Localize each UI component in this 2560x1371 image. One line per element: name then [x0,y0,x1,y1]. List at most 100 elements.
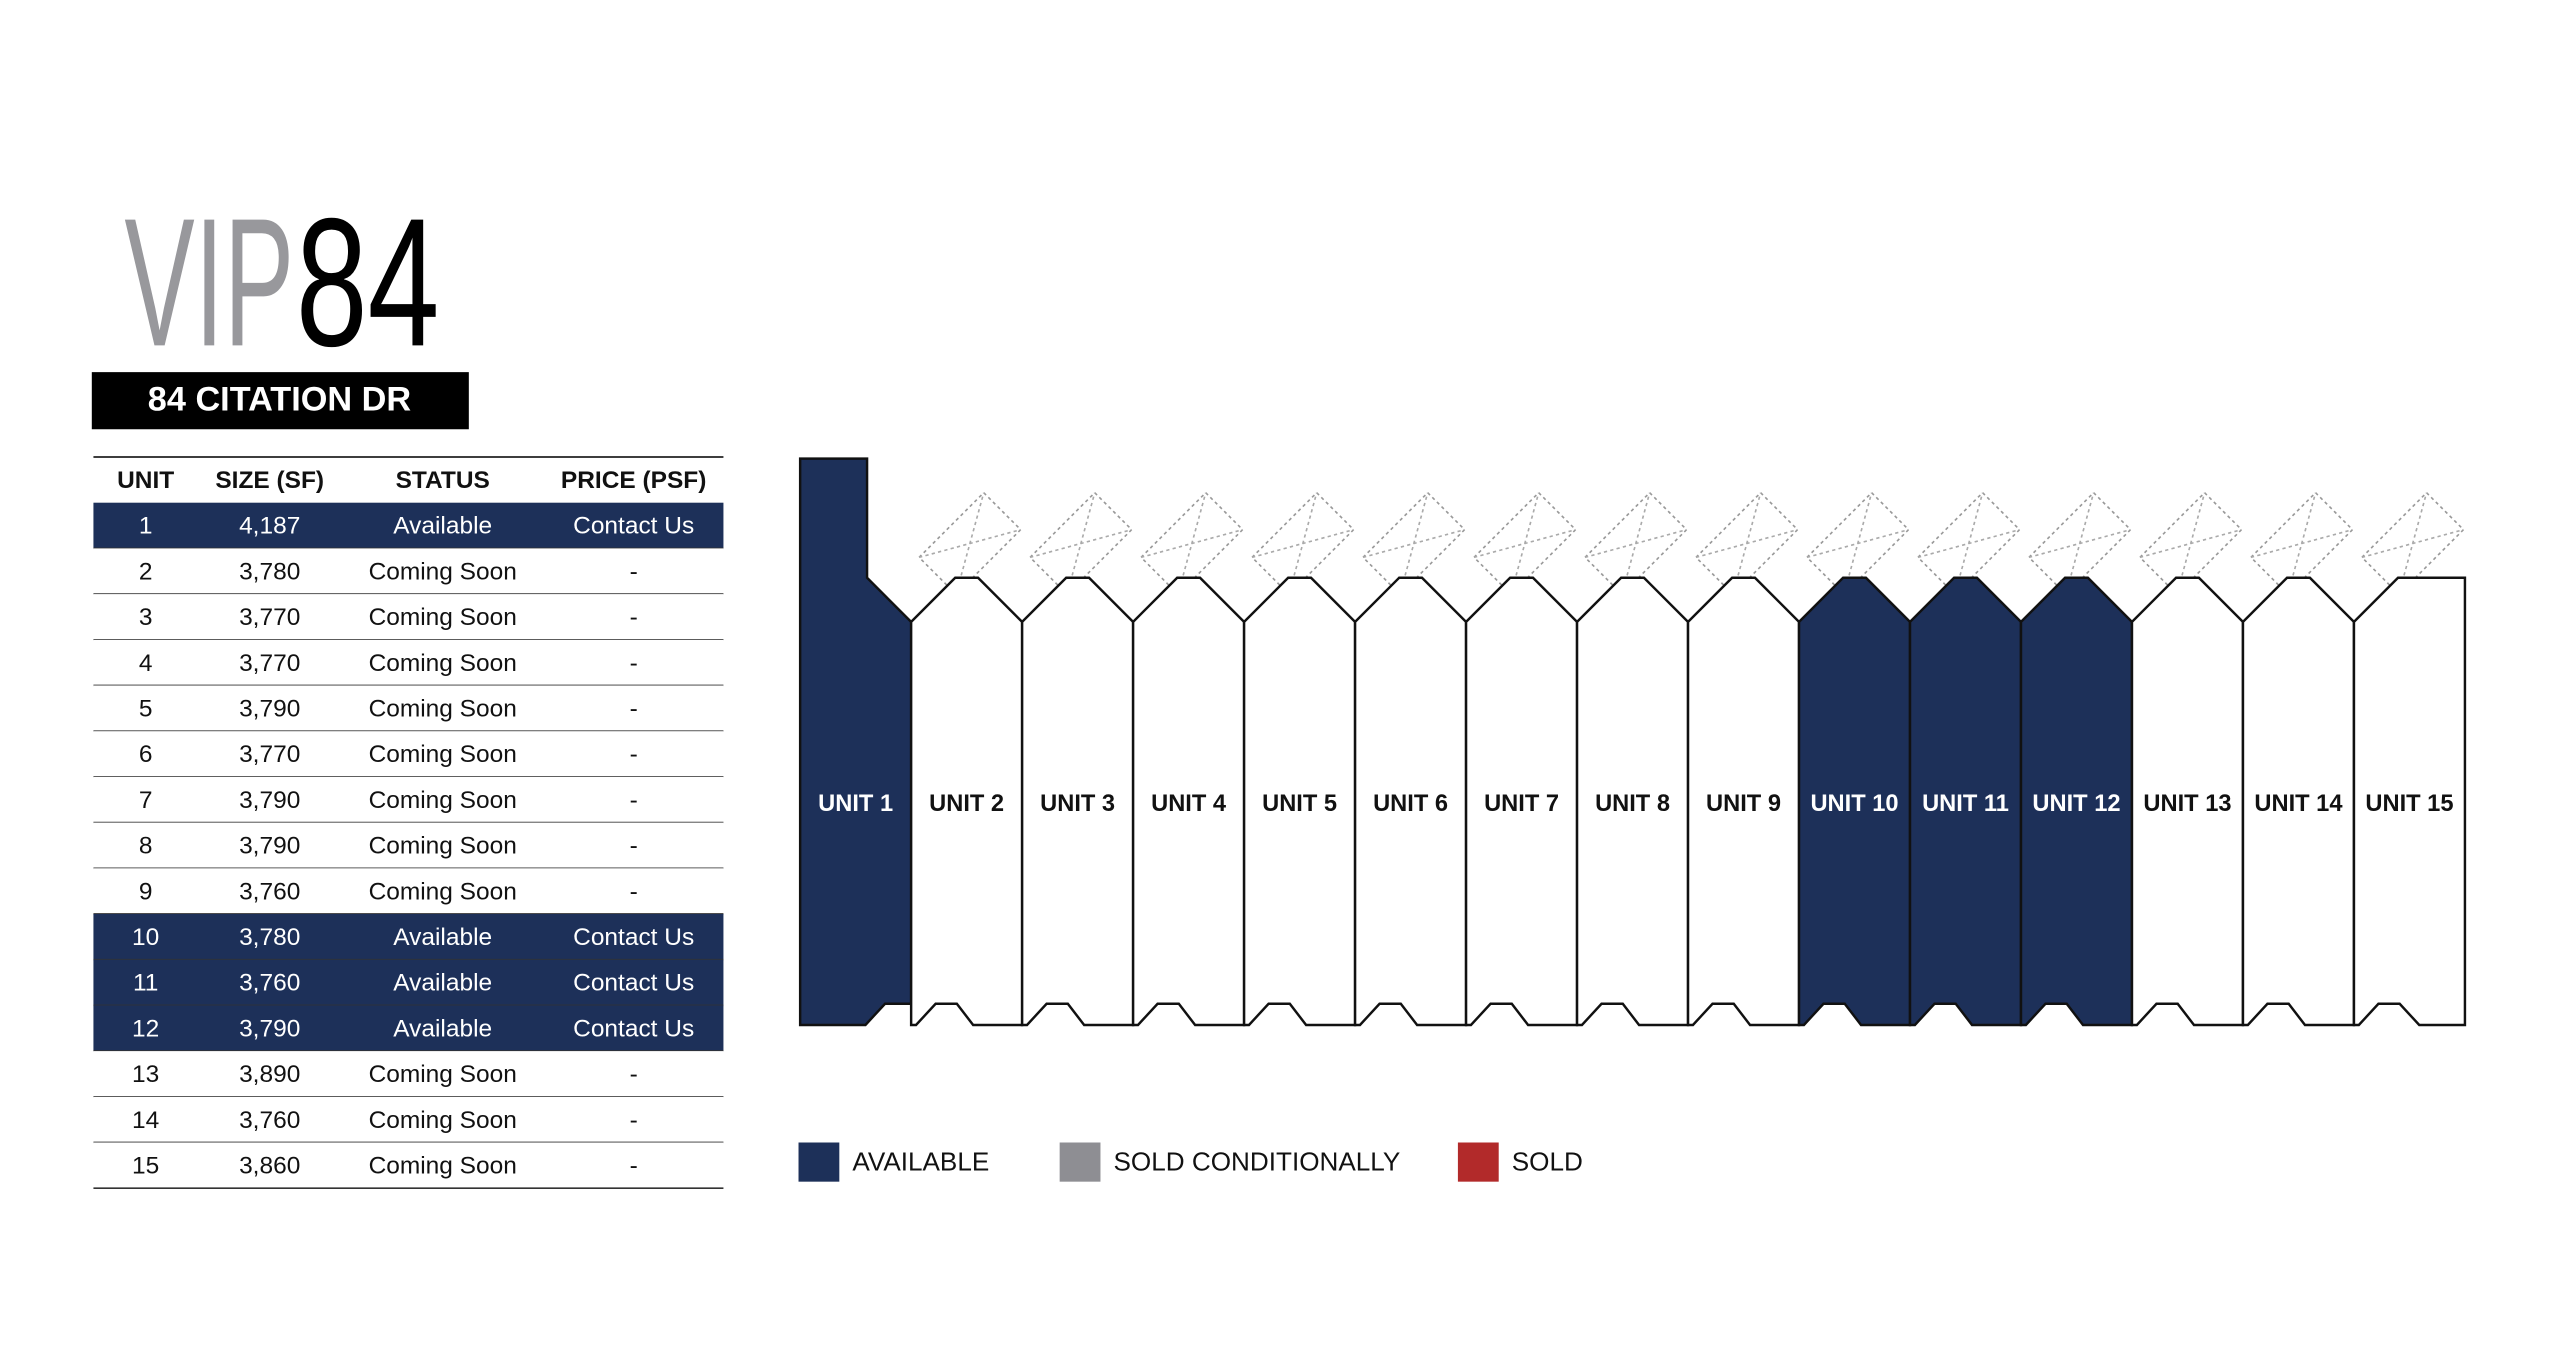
unit-label: UNIT 8 [1595,791,1670,817]
unit-table: UNIT SIZE (SF) STATUS PRICE (PSF) 1 4,187 Avai… [93,456,724,1190]
door-cross [1177,492,1207,595]
door-cross [2065,492,2095,595]
unit-label: UNIT 2 [929,791,1004,817]
table-cell: 3,770 [239,604,300,631]
row-background [93,959,724,1006]
table-cell: 7 [139,787,153,814]
row-background [93,1096,724,1143]
subtitle-box [91,372,469,430]
unit-shape [1686,576,1801,1027]
unit-label: UNIT 1 [818,791,893,817]
loading-door [917,491,1022,596]
table-cell: Coming Soon [369,1152,517,1179]
table-cell: - [630,878,638,905]
door-outline [1916,491,2021,596]
title-number: 84 [296,180,440,384]
door-cross [955,492,985,595]
unit-shape [2019,576,2134,1027]
table-cell: 3,770 [239,650,300,677]
table-cell: 3,790 [239,1015,300,1042]
row-background [93,1142,724,1189]
table-cell: 8 [139,833,153,860]
table-cell: 3,790 [239,833,300,860]
unit-label: UNIT 12 [2032,791,2120,817]
table-cell: 3,760 [239,970,300,997]
table-cell: 3,760 [239,878,300,905]
legend-swatch [1457,1142,1499,1182]
table-cell: Available [393,513,492,540]
table-cell: - [630,650,638,677]
table-cell: Available [393,1015,492,1042]
unit-shape [1464,576,1579,1027]
loading-door [1916,491,2021,596]
table-cell: 3,790 [239,695,300,722]
title-vip: VIP [124,180,294,384]
column-header: UNIT [117,467,174,494]
legend-label: SOLD CONDITIONALLY [1114,1147,1401,1177]
table-cell: Contact Us [573,970,694,997]
row-background [93,1051,724,1097]
unit-label: UNIT 11 [1922,791,2009,817]
unit-shape [2352,576,2467,1027]
table-cell: Contact Us [573,924,694,951]
table-cell: 3,760 [239,1107,300,1134]
table-cell: Coming Soon [369,1061,517,1088]
table-cell: - [630,1107,638,1134]
unit-label: UNIT 5 [1262,791,1337,817]
door-cross [1399,492,1429,595]
table-cell: Coming Soon [369,558,517,585]
unit-shape [2130,576,2245,1027]
site-plan: UNIT 1 UNIT 2 UNIT 3 UNIT 4 UNIT 5 UNIT 6 UNIT… [798,457,2467,1027]
unit-shape [1020,576,1135,1027]
row-background [93,914,724,960]
legend-swatch [1059,1142,1101,1182]
table-cell: 2 [139,558,153,585]
table-cell: 14 [132,1107,159,1134]
unit-label: UNIT 9 [1706,791,1781,817]
table-cell: 3,780 [239,558,300,585]
table-cell: Coming Soon [369,741,517,768]
table-cell: Contact Us [573,1015,694,1042]
column-header: SIZE (SF) [215,467,324,494]
row-background [93,685,724,732]
table-cell: 3 [139,604,153,631]
table-cell: 4,187 [239,513,300,540]
table-cell: Available [393,970,492,997]
table-cell: Coming Soon [369,650,517,677]
unit-shape [909,576,1024,1027]
table-cell: - [630,833,638,860]
door-cross [1288,492,1318,595]
table-cell: - [630,741,638,768]
table-cell: 10 [132,924,159,951]
unit-label: UNIT 14 [2254,791,2343,817]
row-background [93,776,724,823]
table-cell: Available [393,924,492,951]
door-cross [1510,492,1540,595]
table-cell: 3,890 [239,1061,300,1088]
legend-label: AVAILABLE [852,1147,989,1177]
door-cross [1732,492,1762,595]
door-cross [2398,492,2428,595]
table-cell: Coming Soon [369,878,517,905]
table-cell: 6 [139,741,153,768]
table-cell: 1 [139,513,153,540]
legend-label: SOLD [1512,1147,1583,1177]
unit-label: UNIT 13 [2143,791,2231,817]
row-background [93,731,724,777]
unit-label: UNIT 15 [2365,791,2453,817]
table-cell: 5 [139,695,153,722]
table-cell: 9 [139,878,153,905]
table-cell: 13 [132,1061,159,1088]
unit-label: UNIT 10 [1810,791,1898,817]
door-cross [1843,492,1873,595]
door-outline [917,491,1022,596]
table-cell: - [630,1061,638,1088]
door-cross [2287,492,2317,595]
table-cell: - [630,558,638,585]
unit-label: UNIT 6 [1373,791,1448,817]
door-cross [2176,492,2206,595]
unit-label: UNIT 4 [1151,791,1227,817]
table-cell: 3,770 [239,741,300,768]
door-cross [1954,492,1984,595]
table-cell: 15 [132,1152,159,1179]
